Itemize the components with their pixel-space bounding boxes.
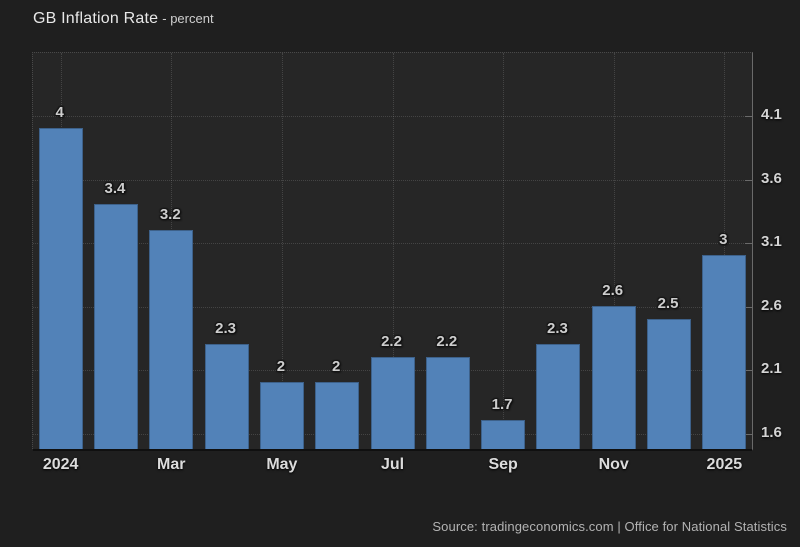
y-axis-label: 2.6: [761, 296, 782, 314]
x-axis-label: Jul: [380, 456, 405, 473]
bar-value-label: 3: [719, 231, 728, 249]
bar[interactable]: [204, 343, 249, 449]
bar-value-label: 2.3: [546, 319, 568, 337]
y-axis-tick: [745, 116, 752, 118]
bar[interactable]: [315, 382, 360, 449]
chart-subtitle-text: - percent: [162, 11, 214, 26]
bar[interactable]: [702, 255, 747, 449]
y-axis-label: 3.6: [761, 169, 782, 187]
bar-value-label: 2.2: [436, 332, 458, 350]
y-axis-tick: [745, 433, 752, 435]
x-axis-label: Nov: [598, 456, 629, 473]
y-axis-label: 1.6: [761, 423, 782, 441]
bar[interactable]: [93, 204, 138, 449]
bar-value-label: 4: [55, 104, 64, 122]
chart-title-text: GB Inflation Rate: [33, 10, 159, 27]
bar-value-label: 2.5: [657, 294, 679, 312]
x-gridline: [503, 53, 505, 449]
bar-value-label: 2.3: [215, 319, 236, 337]
y-axis-tick: [745, 179, 752, 181]
bar[interactable]: [149, 229, 194, 449]
bar-value-label: 3.4: [104, 180, 126, 198]
x-gridline: [281, 53, 283, 449]
y-axis-label: 3.1: [761, 233, 782, 251]
bar-value-label: 3.2: [159, 205, 181, 223]
y-gridline: [33, 179, 752, 181]
bar-value-label: 2: [276, 358, 286, 375]
y-gridline: [33, 243, 752, 245]
bar[interactable]: [647, 318, 692, 449]
bar[interactable]: [259, 382, 304, 449]
y-axis-tick: [745, 243, 752, 245]
bar[interactable]: [425, 356, 470, 449]
bar[interactable]: [370, 356, 415, 449]
bar-value-label: 2: [332, 358, 341, 375]
x-axis-label: 2025: [706, 456, 743, 473]
y-axis-tick: [745, 370, 752, 372]
bar[interactable]: [481, 420, 526, 449]
x-gridline: [724, 53, 726, 449]
y-axis-label: 2.1: [761, 360, 782, 378]
bar[interactable]: [536, 343, 581, 449]
y-axis-tick: [745, 306, 752, 308]
x-axis-label: Mar: [157, 456, 186, 473]
y-axis-label: 4.1: [761, 106, 782, 124]
x-axis-label: May: [266, 456, 298, 473]
bar[interactable]: [591, 305, 636, 449]
bar-value-label: 2.6: [602, 281, 624, 299]
x-axis-label: 2024: [42, 456, 79, 473]
bar-value-label: 1.7: [491, 396, 513, 414]
bar[interactable]: [38, 128, 83, 449]
bar-value-label: 2.2: [381, 332, 402, 350]
chart-plot-area[interactable]: 4.1 3.6 3.1 2.6 2.1 1.6 2024 Mar May Jul Sep Nov 202…: [32, 52, 782, 473]
x-gridline: [613, 53, 615, 449]
y-gridline: [33, 306, 752, 308]
x-axis-label: Sep: [488, 456, 518, 473]
y-gridline: [33, 116, 752, 118]
x-gridline: [392, 53, 394, 449]
chart-title: GB Inflation Rate - percent: [33, 10, 214, 28]
source-attribution: Source: tradingeconomics.com | Office fo…: [432, 519, 787, 534]
